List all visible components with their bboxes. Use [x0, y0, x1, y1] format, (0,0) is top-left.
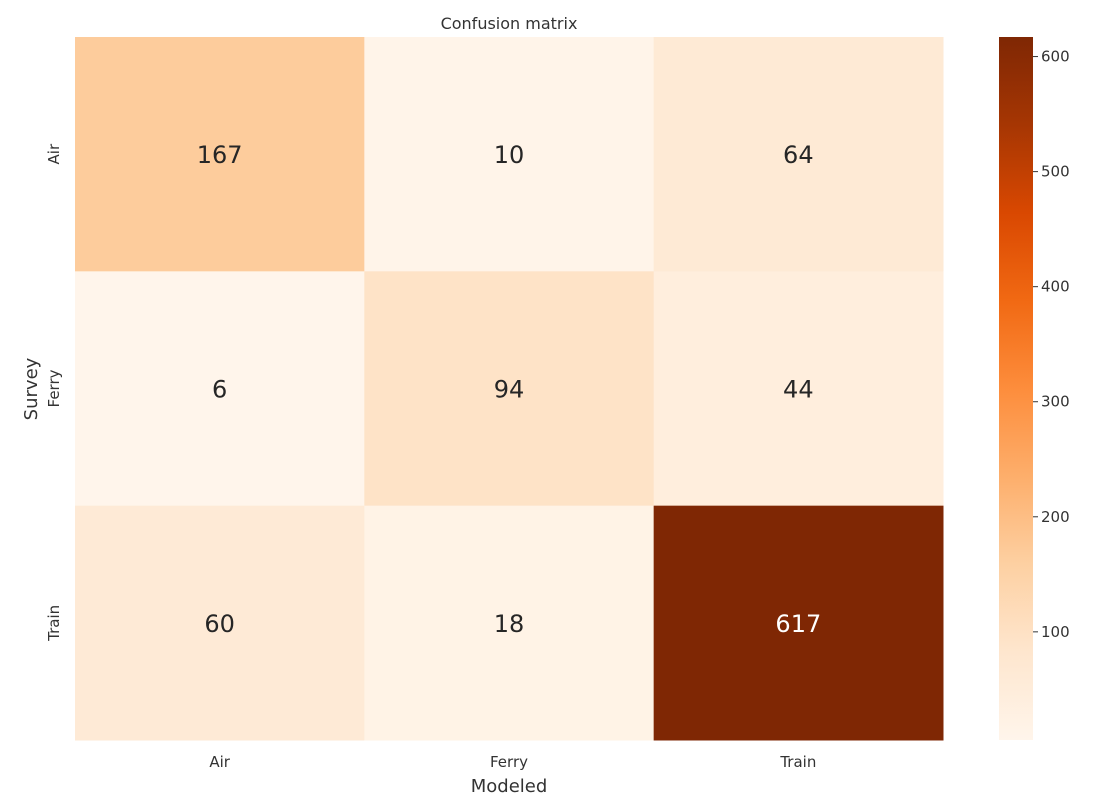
colorbar-ticks: 100 200 300 400 500 600: [1033, 48, 1070, 641]
y-tick-labels: Air Ferry Train: [45, 143, 63, 642]
cell-value-label: 64: [783, 141, 814, 169]
cell-value-label: 10: [494, 141, 525, 169]
colorbar: [999, 37, 1033, 740]
y-tick-label: Ferry: [45, 369, 63, 407]
heatmap-cell: [75, 37, 365, 272]
chart-title: Confusion matrix: [441, 14, 578, 33]
cell-value-label: 60: [204, 610, 235, 638]
x-tick-labels: Air Ferry Train: [209, 753, 816, 771]
heatmap-cell: [653, 271, 944, 507]
cell-value-label: 44: [783, 376, 814, 404]
x-axis-label: Modeled: [471, 776, 548, 797]
y-tick-label: Train: [45, 605, 63, 642]
colorbar-tick-label: 400: [1041, 278, 1070, 296]
heatmap-cell: [75, 271, 365, 507]
cell-value-label: 6: [212, 376, 227, 404]
x-tick-label: Ferry: [490, 753, 528, 771]
colorbar-tick-label: 100: [1041, 623, 1070, 641]
y-axis-label: Survey: [21, 357, 42, 420]
y-tick-label: Air: [45, 143, 63, 164]
cell-value-label: 617: [775, 610, 821, 638]
cell-value-label: 167: [197, 141, 243, 169]
colorbar-tick-label: 600: [1041, 48, 1070, 66]
x-tick-label: Train: [779, 753, 816, 771]
heatmap-cell: [364, 271, 655, 507]
heatmap-cells: 167 10 64 6 94 44 60 18 617: [75, 37, 944, 741]
heatmap-cell: [653, 505, 944, 741]
colorbar-tick-label: 300: [1041, 393, 1070, 411]
heatmap-cell: [75, 505, 365, 741]
cell-value-label: 18: [494, 610, 525, 638]
heatmap-cell: [653, 37, 944, 272]
heatmap-cell: [364, 505, 655, 741]
colorbar-tick-label: 500: [1041, 163, 1070, 181]
colorbar-tick-label: 200: [1041, 508, 1070, 526]
x-tick-label: Air: [209, 753, 230, 771]
heatmap-cell: [364, 37, 655, 272]
cell-value-label: 94: [494, 376, 525, 404]
